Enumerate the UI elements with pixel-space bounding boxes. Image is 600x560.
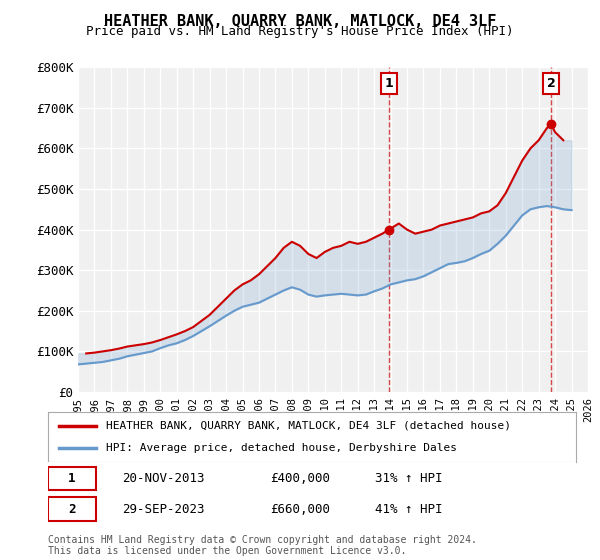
Text: Contains HM Land Registry data © Crown copyright and database right 2024.
This d: Contains HM Land Registry data © Crown c…	[48, 535, 477, 557]
Text: HEATHER BANK, QUARRY BANK, MATLOCK, DE4 3LF: HEATHER BANK, QUARRY BANK, MATLOCK, DE4 …	[104, 14, 496, 29]
Text: 2: 2	[547, 77, 556, 90]
Text: 41% ↑ HPI: 41% ↑ HPI	[376, 502, 443, 516]
FancyBboxPatch shape	[48, 497, 95, 521]
Text: £660,000: £660,000	[270, 502, 330, 516]
Text: 2: 2	[68, 502, 76, 516]
Text: £400,000: £400,000	[270, 472, 330, 484]
Text: 20-NOV-2013: 20-NOV-2013	[122, 472, 205, 484]
Text: 1: 1	[68, 472, 76, 484]
Text: Price paid vs. HM Land Registry's House Price Index (HPI): Price paid vs. HM Land Registry's House …	[86, 25, 514, 38]
Text: 1: 1	[385, 77, 394, 90]
Text: 31% ↑ HPI: 31% ↑ HPI	[376, 472, 443, 484]
FancyBboxPatch shape	[48, 466, 95, 489]
Text: 29-SEP-2023: 29-SEP-2023	[122, 502, 205, 516]
Text: HPI: Average price, detached house, Derbyshire Dales: HPI: Average price, detached house, Derb…	[106, 443, 457, 453]
Text: HEATHER BANK, QUARRY BANK, MATLOCK, DE4 3LF (detached house): HEATHER BANK, QUARRY BANK, MATLOCK, DE4 …	[106, 421, 511, 431]
